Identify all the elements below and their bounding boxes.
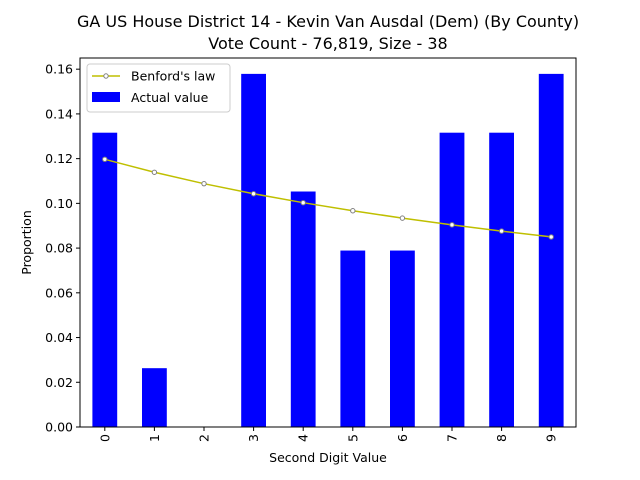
benford-point-9 [548, 234, 554, 240]
legend-benford-label: Benford's law [131, 69, 215, 84]
chart-title-line-1: GA US House District 14 - Kevin Van Ausd… [77, 12, 579, 31]
benford-point-5 [350, 208, 356, 214]
y-tick-label: 0.04 [45, 330, 73, 345]
x-axis: 0 1 2 3 4 5 6 7 8 9 [97, 427, 559, 442]
bar-3 [241, 73, 266, 428]
y-tick-label: 0.12 [45, 151, 73, 166]
bar-9 [538, 73, 564, 428]
plot-frame [79, 57, 577, 428]
legend-actual-label: Actual value [131, 90, 209, 105]
x-tick-label-5: 5 [345, 434, 360, 442]
bar-6 [390, 250, 415, 427]
x-tick-label-4: 4 [296, 434, 311, 442]
y-axis: 0.00 0.02 0.04 0.06 0.08 0.10 0.12 0.14 0.16 [45, 62, 80, 435]
x-tick-label-9: 9 [544, 434, 559, 442]
legend-actual-swatch [92, 92, 120, 102]
x-tick-label-1: 1 [147, 434, 162, 442]
x-tick-label-6: 6 [395, 434, 410, 442]
legend-box [86, 63, 231, 113]
bar-series [92, 73, 564, 428]
legend-benford-marker [103, 73, 109, 79]
x-tick-label-2: 2 [197, 434, 212, 442]
y-tick-label: 0.08 [45, 241, 73, 256]
x-tick-label-3: 3 [246, 434, 261, 442]
bar-7 [439, 132, 465, 427]
bar-0 [92, 132, 118, 427]
x-tick-label-8: 8 [494, 434, 509, 442]
benford-point-0 [102, 156, 108, 163]
legend: Benford's law Actual value [86, 63, 231, 113]
bar-5 [340, 250, 366, 427]
benford-point-8 [498, 228, 505, 234]
chart-title-line-2: Vote Count - 76,819, Size - 38 [208, 34, 447, 53]
bar-4 [290, 191, 316, 427]
y-tick-label: 0.10 [45, 196, 73, 211]
bar-8 [489, 132, 514, 427]
bar-1 [142, 368, 167, 427]
x-axis-label: Second Digit Value [269, 450, 387, 465]
benford-point-1 [151, 169, 158, 175]
y-axis-label: Proportion [19, 210, 34, 275]
y-tick-label: 0.16 [45, 62, 73, 77]
y-tick-label: 0.02 [45, 375, 73, 390]
benford-point-6 [399, 215, 406, 221]
benford-point-4 [300, 199, 306, 206]
y-tick-label: 0.06 [45, 285, 73, 300]
benford-point-7 [449, 222, 455, 228]
y-tick-label: 0.00 [45, 420, 73, 435]
x-tick-label-7: 7 [445, 434, 460, 442]
benford-point-3 [250, 191, 257, 197]
benford-line [104, 158, 552, 238]
y-tick-label: 0.14 [45, 106, 73, 121]
x-tick-label-0: 0 [97, 434, 112, 442]
benford-point-2 [201, 180, 207, 187]
benford-line-series [102, 156, 554, 240]
